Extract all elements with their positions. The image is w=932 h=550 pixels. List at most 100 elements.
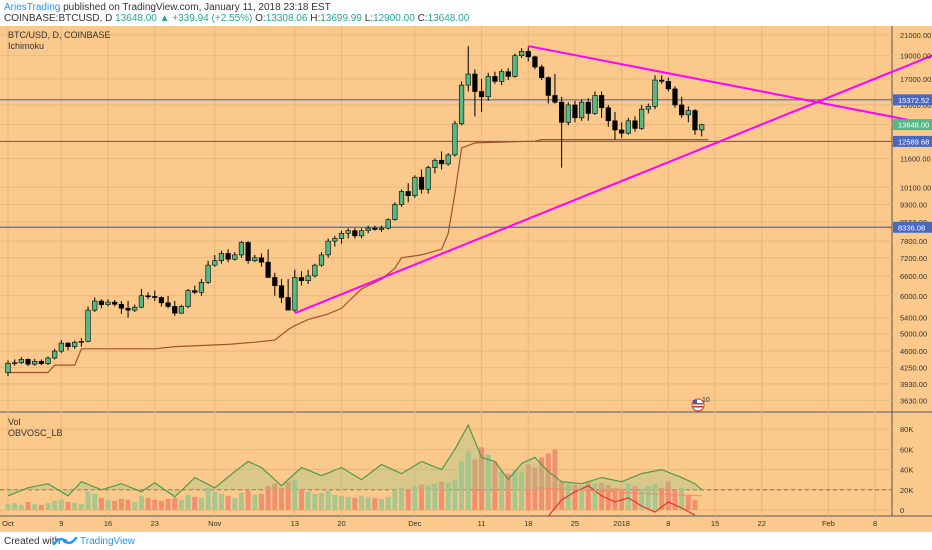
vol-legend: Vol xyxy=(8,417,21,427)
volume-bar xyxy=(499,471,505,510)
author-link[interactable]: AriesTrading xyxy=(4,2,61,13)
symbol-label: COINBASE:BTCUSD, D xyxy=(4,13,113,24)
volume-bar xyxy=(565,483,571,510)
ohlc-line: COINBASE:BTCUSD, D 13648.00 ▲ +339.94 (+… xyxy=(4,13,469,24)
time-axis[interactable]: Oct 9 16 23 Nov 13 20 Dec 11 18 25 2018 8 15 22 Feb 8 xyxy=(0,517,932,532)
volume-bar xyxy=(512,469,518,510)
volume-bar xyxy=(245,490,251,510)
volume-bar xyxy=(25,501,31,510)
volume-bar xyxy=(579,485,585,510)
close-label: C: xyxy=(417,13,428,24)
obvosc-average-line xyxy=(534,487,702,497)
candle-body xyxy=(659,79,665,82)
volume-bar xyxy=(559,481,565,510)
obvosc-legend: OBVOSC_LB xyxy=(8,428,63,438)
candle-body xyxy=(505,71,511,77)
high-label: H: xyxy=(310,13,321,24)
price-tick-label: 4250.00 xyxy=(900,364,927,373)
volume-bar xyxy=(639,489,645,510)
candle-body xyxy=(478,91,485,98)
candle-body xyxy=(132,306,138,311)
volume-bar xyxy=(298,489,304,510)
event-badge[interactable]: 10 xyxy=(691,397,710,412)
volume-bar xyxy=(105,499,111,510)
trendline[interactable] xyxy=(294,41,932,315)
candle-body xyxy=(619,129,625,134)
candle-body xyxy=(412,176,418,197)
ichimoku-legend: Ichimoku xyxy=(8,41,44,51)
candle-body xyxy=(252,257,258,261)
chart-canvas[interactable]: 21000.00 19000.00 17000.00 15000.00 13648.00… xyxy=(0,26,932,532)
trendlines[interactable] xyxy=(294,41,932,315)
candle-body xyxy=(158,297,165,304)
trendline[interactable] xyxy=(528,45,932,131)
candle-body xyxy=(52,350,58,359)
candle-body xyxy=(518,51,525,57)
candle-body xyxy=(692,110,698,131)
time-tick-label: 11 xyxy=(478,519,486,528)
candle-body xyxy=(258,257,265,263)
volume-bar xyxy=(552,449,558,510)
candles xyxy=(5,46,705,377)
vol-tick-label: 40K xyxy=(900,466,913,475)
candle-body xyxy=(365,227,371,232)
volume-bar xyxy=(158,500,164,510)
volume-bar xyxy=(292,479,298,510)
tradingview-brand[interactable]: TradingView xyxy=(80,536,136,547)
volume-bar xyxy=(258,493,264,510)
volume-bar xyxy=(265,485,271,510)
published-text: published on TradingView.com, January 11… xyxy=(60,2,331,13)
volume-bar xyxy=(545,453,551,510)
volume-bar xyxy=(38,504,44,510)
candle-body xyxy=(285,297,291,311)
candle-body xyxy=(152,296,158,298)
event-count: 10 xyxy=(702,397,710,404)
candle-body xyxy=(432,159,438,168)
candle-body xyxy=(559,101,565,123)
time-tick-label: 25 xyxy=(571,519,579,528)
candle-body xyxy=(338,232,345,239)
time-tick-label: 9 xyxy=(59,519,63,528)
flag-canton xyxy=(693,400,697,403)
volume-bar xyxy=(72,502,78,510)
volume-bar xyxy=(419,484,425,510)
time-tick-label: 22 xyxy=(758,519,766,528)
price-tick-label: 5000.00 xyxy=(900,330,927,339)
volume-bar xyxy=(492,461,498,510)
candle-body xyxy=(172,306,178,314)
volume-bar xyxy=(278,487,284,510)
candle-body xyxy=(612,120,618,131)
candle-body xyxy=(165,302,171,307)
publish-line: AriesTrading published on TradingView.co… xyxy=(4,2,331,13)
symbol-legend: BTC/USD, D, COINBASE xyxy=(8,30,111,40)
publish-header: AriesTrading published on TradingView.co… xyxy=(0,0,932,26)
price-tick-label: 4600.00 xyxy=(900,347,927,356)
candle-body xyxy=(178,306,185,314)
volume-bar xyxy=(112,500,118,510)
candle-body xyxy=(198,282,205,293)
volume-bar xyxy=(58,499,64,510)
candle-body xyxy=(418,176,425,190)
volume-bar xyxy=(318,492,324,510)
candle-body xyxy=(512,55,518,77)
price-label-text: 13648.00 xyxy=(898,121,929,130)
price-axis[interactable]: 21000.00 19000.00 17000.00 15000.00 13648.00… xyxy=(893,31,932,515)
volume-bar xyxy=(572,484,578,510)
candle-body xyxy=(438,159,445,165)
candle-body xyxy=(398,191,405,205)
candle-body xyxy=(12,362,18,365)
price-tick-label: 17000.00 xyxy=(900,75,931,84)
candle-body xyxy=(545,77,551,96)
candle-body xyxy=(632,120,638,129)
time-tick-label: 13 xyxy=(291,519,299,528)
volume-bar xyxy=(485,454,491,510)
volume-bar xyxy=(339,495,344,510)
candle-body xyxy=(205,264,211,283)
candle-body xyxy=(45,357,51,364)
tradingview-logo-icon[interactable] xyxy=(52,534,78,548)
candle-body xyxy=(225,253,231,260)
footer: Created with TradingView xyxy=(0,532,932,550)
volume-bar xyxy=(399,487,405,510)
candle-body xyxy=(372,227,378,230)
candle-body xyxy=(138,295,145,308)
